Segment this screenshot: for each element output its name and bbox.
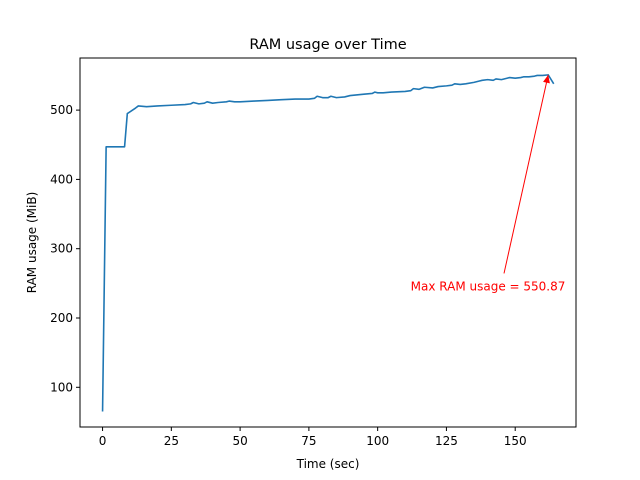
axes-frame xyxy=(79,57,577,428)
x-axis-title: Time (sec) xyxy=(296,457,360,471)
x-tick-label: 25 xyxy=(164,434,179,448)
x-tick-label: 100 xyxy=(366,434,389,448)
y-tick-label: 300 xyxy=(50,242,73,256)
annotation-arrow-head xyxy=(543,74,550,84)
chart-title: RAM usage over Time xyxy=(249,37,406,53)
x-tick-label: 50 xyxy=(232,434,247,448)
x-tick-label: 125 xyxy=(435,434,458,448)
series-line-0 xyxy=(101,74,555,412)
y-tick-label: 100 xyxy=(50,380,73,394)
series-layer xyxy=(101,74,555,412)
y-axis: 100 200 300 400 500 xyxy=(50,103,80,394)
y-tick-label: 200 xyxy=(50,311,73,325)
y-tick-label: 400 xyxy=(50,172,73,186)
plot-area xyxy=(79,57,577,428)
annotation-layer: Max RAM usage = 550.87 xyxy=(411,74,566,293)
annotation-text: Max RAM usage = 550.87 xyxy=(411,279,566,293)
x-tick-label: 150 xyxy=(504,434,527,448)
x-tick-label: 75 xyxy=(301,434,316,448)
annotation-arrow-line xyxy=(503,74,549,274)
y-tick-label: 500 xyxy=(50,103,73,117)
x-tick-label: 0 xyxy=(99,434,107,448)
x-axis: 0 25 50 75 100 125 150 xyxy=(99,427,527,448)
y-axis-title: RAM usage (MiB) xyxy=(25,192,39,294)
